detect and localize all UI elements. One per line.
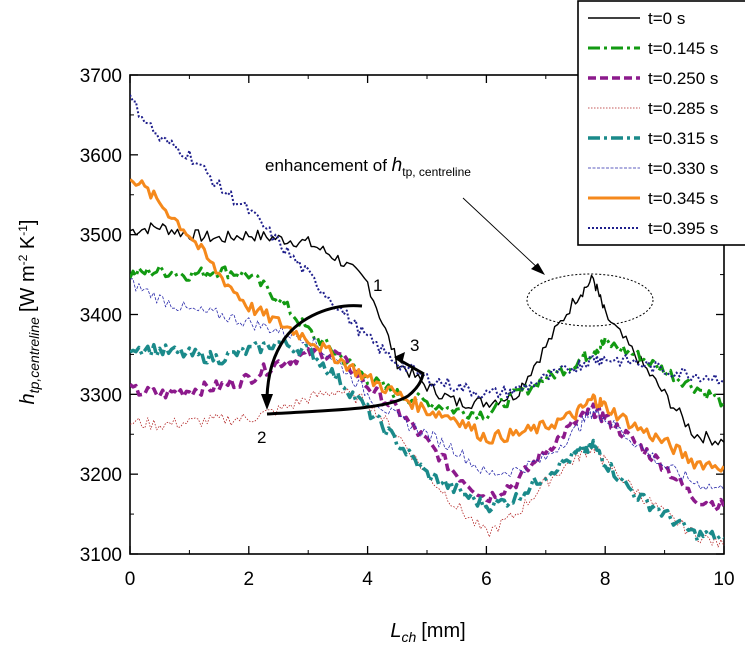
- cycle-arrowhead-2: [261, 394, 273, 410]
- series-line-2: [130, 346, 724, 512]
- y-tick-label: 3400: [80, 306, 122, 327]
- legend-label-3: t=0.285 s: [648, 99, 718, 118]
- x-tick-label: 10: [713, 569, 734, 590]
- enhancement-arrow-head: [531, 263, 545, 275]
- legend-label-5: t=0.330 s: [648, 159, 718, 178]
- x-axis-title-main: L: [390, 620, 401, 642]
- cycle-path: [261, 304, 425, 416]
- enhancement-ellipse: [526, 273, 654, 327]
- enhancement-arrow-line: [462, 197, 541, 271]
- y-axis-title-sub: tp,centreline: [26, 317, 42, 393]
- cycle-arrowhead-3: [394, 352, 405, 364]
- cycle-path-1-to-2: [265, 304, 363, 398]
- y-tick-label: 3200: [80, 465, 122, 486]
- series-line-6: [130, 178, 724, 473]
- y-axis-title-unit-a: [W m: [17, 265, 39, 312]
- legend: t=0 s t=0.145 s t=0.250 s t=0.285 s t=0.315 …: [577, 0, 745, 246]
- x-axis-title-sub: ch: [401, 629, 416, 645]
- x-tick-label: 0: [125, 569, 136, 590]
- legend-label-1: t=0.145 s: [648, 39, 718, 58]
- series-line-0: [130, 222, 724, 446]
- series-line-4: [130, 337, 724, 543]
- x-axis-title: Lch [mm]: [390, 620, 465, 645]
- cycle-label-1: 1: [373, 276, 382, 295]
- y-axis-title-sup-b: -1: [16, 225, 30, 236]
- series-line-5: [130, 278, 724, 491]
- legend-label-6: t=0.345 s: [648, 189, 718, 208]
- cycle-label-2: 2: [257, 428, 266, 447]
- y-axis-title: htp,centreline [W m-2 K-1]: [16, 220, 42, 405]
- y-tick-label: 3100: [80, 545, 122, 566]
- enhancement-annotation: enhancement of htp, centreline: [265, 155, 471, 179]
- legend-label-4: t=0.315 s: [648, 129, 718, 148]
- series-layer: [130, 94, 724, 548]
- legend-label-0: t=0 s: [648, 9, 685, 28]
- y-tick-label: 3300: [80, 385, 122, 406]
- enhancement-h: h: [392, 155, 403, 176]
- x-tick-label: 4: [362, 569, 373, 590]
- series-line-7: [130, 94, 724, 400]
- y-axis-title-unit-c: ]: [17, 220, 39, 226]
- x-tick-label: 2: [244, 569, 255, 590]
- y-axis: 3100 3200 3300 3400 3500 3600 3700: [80, 66, 724, 566]
- y-tick-label: 3700: [80, 66, 122, 87]
- y-tick-label: 3600: [80, 146, 122, 167]
- y-axis-title-sup-a: -2: [16, 254, 30, 265]
- enhancement-subscript: tp, centreline: [402, 165, 471, 179]
- cycle-path-2-to-3: [266, 373, 425, 416]
- x-tick-label: 8: [600, 569, 611, 590]
- y-axis-title-main: h: [17, 393, 39, 404]
- x-axis-title-unit: [mm]: [421, 620, 465, 642]
- legend-label-7: t=0.395 s: [648, 219, 718, 238]
- enhancement-text: enhancement of: [265, 156, 392, 175]
- series-line-1: [130, 264, 724, 422]
- y-tick-label: 3500: [80, 226, 122, 247]
- y-axis-title-unit-b: K: [17, 235, 39, 255]
- x-tick-label: 6: [481, 569, 492, 590]
- legend-label-2: t=0.250 s: [648, 69, 718, 88]
- cycle-label-3: 3: [410, 336, 419, 355]
- legend-box: [577, 0, 745, 246]
